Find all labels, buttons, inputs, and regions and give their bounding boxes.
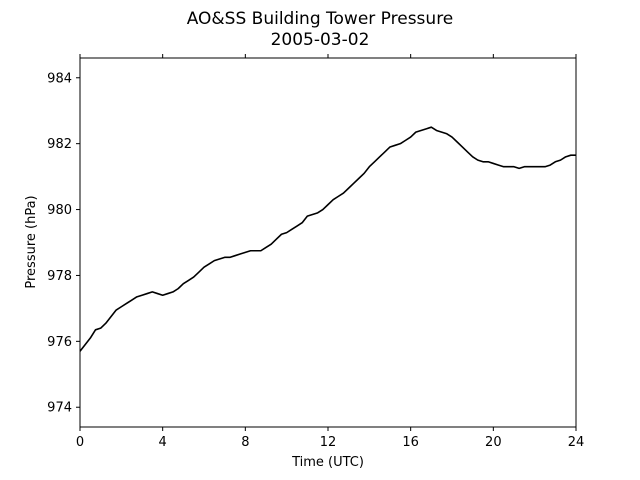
plot-area: 0 4 8 12 16 20 24 974 976 978 980 982 984 <box>47 54 584 450</box>
x-tick-label: 16 <box>402 435 419 450</box>
x-tick-label: 4 <box>159 435 167 450</box>
x-tick-label: 8 <box>241 435 249 450</box>
x-tick-label: 12 <box>320 435 337 450</box>
y-tick-label: 978 <box>47 269 72 284</box>
plot-frame <box>79 57 577 428</box>
x-tick-label: 20 <box>485 435 502 450</box>
y-tick-label: 974 <box>47 401 72 416</box>
chart-subtitle: 2005-03-02 <box>271 30 370 50</box>
y-tick-label: 976 <box>47 335 72 350</box>
x-axis-label: Time (UTC) <box>291 455 364 470</box>
y-axis-label: Pressure (hPa) <box>24 195 39 288</box>
y-tick-label: 984 <box>47 71 72 86</box>
x-tick-label: 24 <box>568 435 585 450</box>
pressure-series-line <box>79 126 576 352</box>
x-tick-label: 0 <box>76 435 84 450</box>
y-tick-label: 980 <box>47 203 72 218</box>
axis-ticks: 0 4 8 12 16 20 24 974 976 978 980 982 984 <box>47 54 584 450</box>
y-tick-label: 982 <box>47 137 72 152</box>
chart-title: AO&SS Building Tower Pressure <box>187 9 454 29</box>
